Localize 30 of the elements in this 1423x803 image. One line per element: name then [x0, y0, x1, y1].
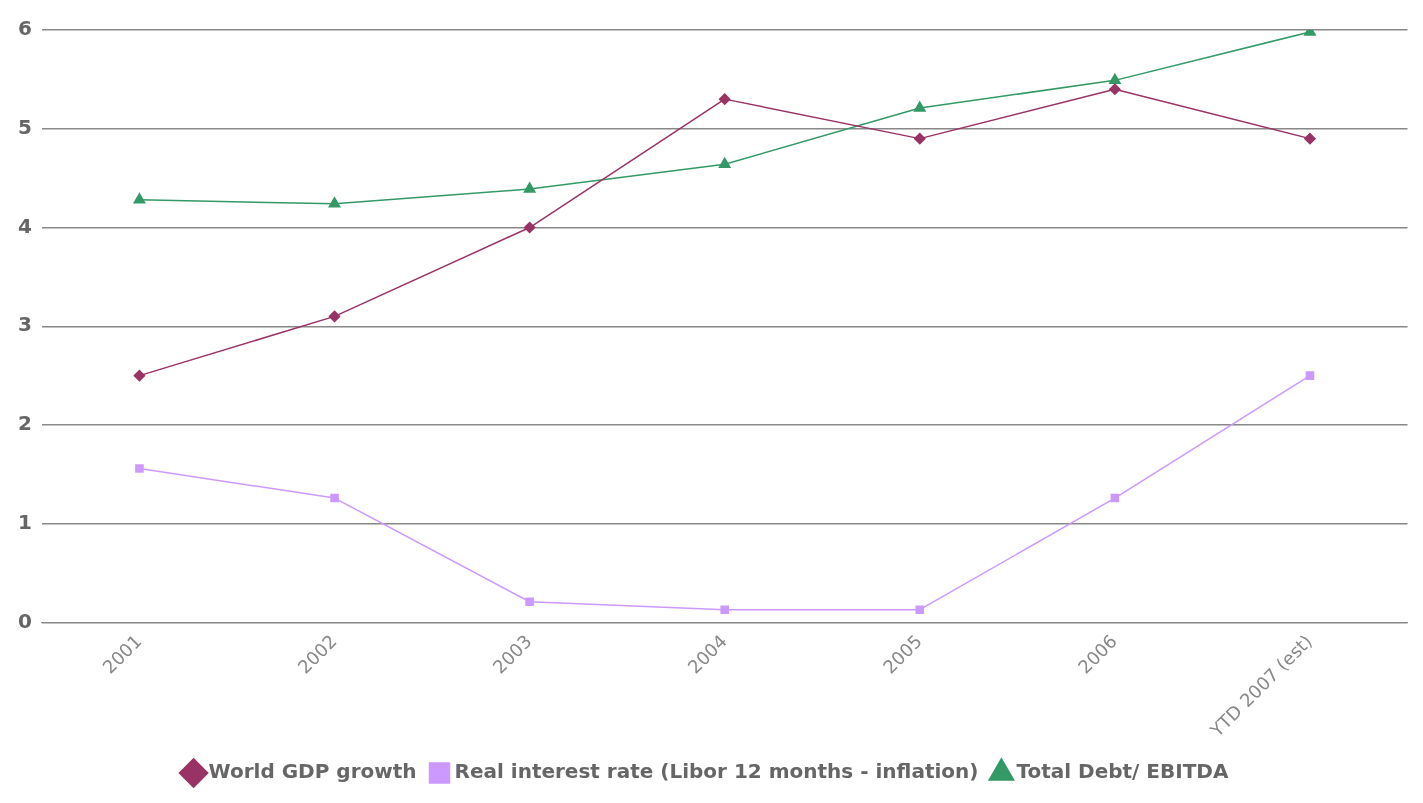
point — [328, 310, 341, 323]
point — [1304, 132, 1316, 145]
legend-label: Total Debt/ EBITDA — [1016, 759, 1229, 784]
point — [1110, 493, 1120, 503]
legend-label: Real interest rate (Libor 12 months - inflation) — [454, 759, 979, 784]
point — [523, 221, 536, 234]
y-tick-label: 5 — [17, 114, 32, 139]
point — [913, 101, 926, 112]
point — [914, 132, 926, 145]
y-tick-label: 4 — [17, 213, 32, 238]
point — [133, 193, 146, 204]
point — [328, 197, 341, 208]
legend-label: World GDP growth — [208, 759, 417, 784]
point — [720, 605, 729, 614]
point — [915, 605, 925, 614]
point — [1108, 73, 1121, 85]
point — [525, 597, 534, 607]
point — [1109, 83, 1121, 95]
y-tick-label: 1 — [17, 509, 32, 534]
y-tick-label: 2 — [17, 411, 32, 436]
y-tick-label: 0 — [17, 608, 32, 633]
point — [718, 157, 731, 169]
point — [1305, 371, 1315, 380]
y-tick-label: 3 — [17, 312, 32, 337]
point — [133, 369, 146, 382]
point — [135, 464, 144, 473]
y-tick-label: 6 — [17, 16, 32, 41]
point — [523, 182, 536, 193]
point — [330, 493, 339, 503]
point — [718, 93, 731, 105]
